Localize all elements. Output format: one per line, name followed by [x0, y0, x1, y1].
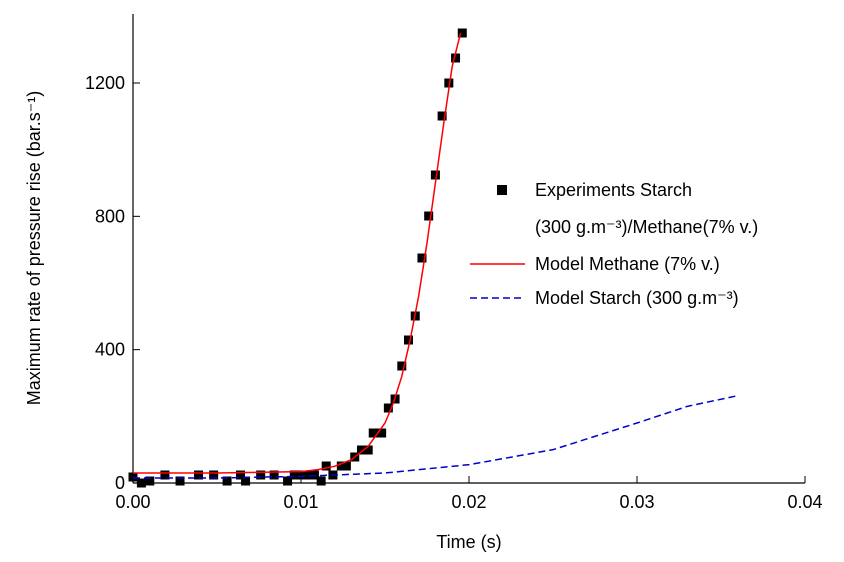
legend-label: Model Methane (7% v.): [535, 254, 720, 274]
data-point: [356, 445, 366, 455]
y-tick-label: 0: [115, 473, 125, 493]
data-point: [444, 78, 454, 88]
x-tick-label: 0.01: [283, 492, 318, 512]
x-axis-label: Time (s): [436, 532, 501, 552]
model-line: [133, 32, 462, 474]
data-point: [397, 361, 407, 371]
data-point: [316, 476, 326, 486]
data-point: [222, 476, 232, 486]
data-point: [241, 476, 251, 486]
data-point: [175, 476, 185, 486]
data-point: [283, 476, 293, 486]
data-point: [457, 28, 467, 38]
data-point: [160, 470, 170, 480]
data-point: [430, 170, 440, 180]
legend-label: Experiments Starch (300 g.m⁻³)/Methane(7…: [535, 180, 758, 237]
data-point: [209, 470, 219, 480]
data-point: [404, 335, 414, 345]
data-point: [303, 470, 313, 480]
model-line: [133, 394, 738, 479]
data-point: [269, 470, 279, 480]
data-point: [236, 470, 246, 480]
x-tick-label: 0.02: [451, 492, 486, 512]
legend-marker: [497, 185, 507, 195]
data-point: [145, 476, 155, 486]
y-tick-label: 400: [95, 340, 125, 360]
data-point: [321, 461, 331, 471]
data-point: [136, 478, 146, 488]
data-point: [309, 470, 319, 480]
x-tick-label: 0.04: [787, 492, 822, 512]
y-tick-label: 1200: [85, 73, 125, 93]
legend-item: Experiments Starch (300 g.m⁻³)/Methane(7…: [497, 180, 758, 237]
data-point: [417, 253, 427, 263]
data-point: [336, 461, 346, 471]
data-point: [437, 111, 447, 121]
x-tick-label: 0.00: [115, 492, 150, 512]
data-point: [363, 445, 373, 455]
data-point: [256, 470, 266, 480]
data-point: [424, 211, 434, 221]
data-point: [341, 461, 351, 471]
data-point: [377, 428, 387, 438]
legend-item: Model Methane (7% v.): [470, 254, 720, 274]
data-point: [289, 470, 299, 480]
y-tick-label: 800: [95, 206, 125, 226]
data-point: [128, 472, 138, 482]
data-point: [383, 403, 393, 413]
legend-label: Model Starch (300 g.m⁻³): [535, 288, 739, 308]
data-point: [368, 428, 378, 438]
y-axis-label: Maximum rate of pressure rise (bar.s⁻¹): [24, 91, 44, 406]
x-tick-label: 0.03: [619, 492, 654, 512]
data-point: [451, 53, 461, 63]
data-point: [194, 470, 204, 480]
legend-item: Model Starch (300 g.m⁻³): [470, 288, 739, 308]
data-point: [296, 470, 306, 480]
